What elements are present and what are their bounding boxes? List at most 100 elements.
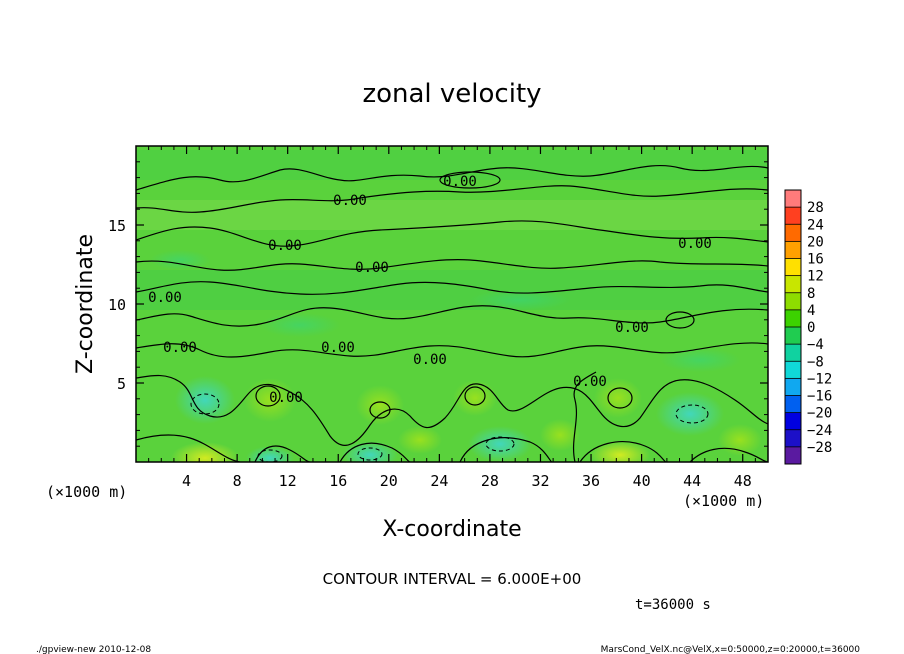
colorbar-cell: [785, 258, 801, 276]
field-blob: [260, 313, 340, 337]
colorbar-cell: [785, 412, 801, 431]
contour-label: 0.00: [615, 320, 649, 336]
contour-label: 0.00: [269, 390, 303, 406]
contour-label-group: 0.00 0.00 0.00 0.00 0.00 0.00 0.00 0.00 …: [148, 174, 712, 406]
colorbar-cell: [785, 429, 801, 448]
colorbar-cell: [785, 344, 801, 362]
colorbar-label: −12: [807, 371, 832, 387]
colorbar-label: −28: [807, 440, 832, 456]
plot-area: 0.00 0.00 0.00 0.00 0.00 0.00 0.00 0.00 …: [136, 146, 768, 462]
field-blob: [656, 392, 724, 436]
field-blob: [246, 446, 294, 462]
contour-line: [136, 305, 768, 327]
colorbar-label: 28: [807, 200, 824, 216]
field-blob: [356, 385, 404, 425]
contour-label: 0.00: [321, 340, 355, 356]
contour-line-negative: [190, 393, 220, 415]
footer-right: MarsCond_VelX.nc@VelX,x=0:50000,z=0:2000…: [601, 645, 861, 654]
contour-line-negative: [357, 447, 383, 461]
colorbar-label: −8: [807, 354, 824, 370]
contour-lines-negative: [190, 393, 709, 462]
contour-lines: [136, 164, 768, 462]
x-tick-label: 24: [430, 472, 448, 490]
x-tick-label: 48: [734, 472, 752, 490]
field-band: [136, 200, 768, 230]
contour-label: 0.00: [148, 290, 182, 306]
contour-label: 0.00: [573, 374, 607, 390]
contour-line: [136, 185, 768, 213]
contour-line: [255, 385, 281, 407]
contour-line: [136, 220, 768, 247]
contour-line: [339, 442, 411, 462]
x-tick-label: 8: [233, 472, 242, 490]
footer-left: ./gpview-new 2010-12-08: [36, 645, 151, 654]
colorbar-cell: [785, 275, 801, 294]
contour-line: [136, 342, 768, 358]
y-axis-ticks: 5 10 15: [108, 161, 768, 447]
time-label: t=36000 s: [635, 597, 711, 613]
colorbar-cell: [785, 241, 801, 259]
contour-line-negative: [675, 404, 709, 424]
colorbar-cell: [785, 361, 801, 379]
x-tick-label: 44: [683, 472, 701, 490]
field-blob: [590, 441, 650, 462]
contour-label: 0.00: [355, 260, 389, 276]
x-tick-label: 40: [633, 472, 651, 490]
colorbar-label: −20: [807, 406, 832, 422]
y-tick-label: 10: [108, 296, 126, 314]
x-tick-label: 28: [481, 472, 499, 490]
chart-title: zonal velocity: [362, 79, 541, 109]
colorbar-cell: [785, 446, 801, 465]
colorbar-cell: [785, 292, 801, 311]
x-tick-label: 4: [182, 472, 191, 490]
x-axis-title: X-coordinate: [382, 517, 521, 542]
colorbar-cell: [785, 224, 801, 242]
field-blob: [594, 378, 642, 418]
field-blob: [342, 441, 398, 462]
contour-line: [464, 386, 486, 406]
colorbar-cell: [785, 309, 801, 328]
x-tick-label: 12: [279, 472, 297, 490]
field-blob: [150, 250, 210, 270]
contour-line: [607, 387, 633, 409]
x-tick-label: 32: [531, 472, 549, 490]
colorbar-label: −4: [807, 337, 824, 353]
field-blob: [175, 376, 235, 424]
field-blob: [718, 424, 762, 456]
contour-label: 0.00: [413, 352, 447, 368]
contour-line: [689, 447, 768, 462]
field-blob: [453, 380, 497, 416]
contour-line: [459, 437, 553, 462]
y-tick-label: 15: [108, 217, 126, 235]
colorbar-cell: [785, 190, 801, 208]
contour-line: [136, 281, 768, 295]
x-tick-label: 20: [380, 472, 398, 490]
x-tick-label: 36: [582, 472, 600, 490]
colorbar-label: 4: [807, 303, 815, 319]
contour-label: 0.00: [163, 340, 197, 356]
colorbar-label: 0: [807, 320, 815, 336]
colorbar-cell: [785, 207, 801, 225]
contour-line: [136, 374, 768, 446]
contour-label: 0.00: [678, 236, 712, 252]
colorbar-label: −16: [807, 389, 832, 405]
colorbar-label: 8: [807, 286, 815, 302]
field-blob: [660, 348, 740, 372]
x-axis-ticks: 4 8 12 16 20 24 28 32 36 40 44 48: [148, 146, 756, 490]
field-blobs: [150, 250, 762, 462]
colorbar-label: 12: [807, 269, 824, 285]
y-tick-label: 5: [117, 375, 126, 393]
contour-line: [136, 259, 768, 271]
colorbar: [784, 189, 802, 465]
y-axis-unit: (×1000 m): [46, 483, 127, 501]
y-axis-title: Z-coordinate: [73, 234, 98, 374]
contour-interval-label: CONTOUR INTERVAL = 6.000E+00: [323, 570, 582, 588]
contour-label: 0.00: [443, 174, 477, 190]
field-blob: [470, 290, 570, 310]
colorbar-label: 20: [807, 234, 824, 250]
field-blob: [398, 426, 442, 454]
colorbar-label: 24: [807, 217, 824, 233]
colorbar-cell: [785, 395, 801, 413]
